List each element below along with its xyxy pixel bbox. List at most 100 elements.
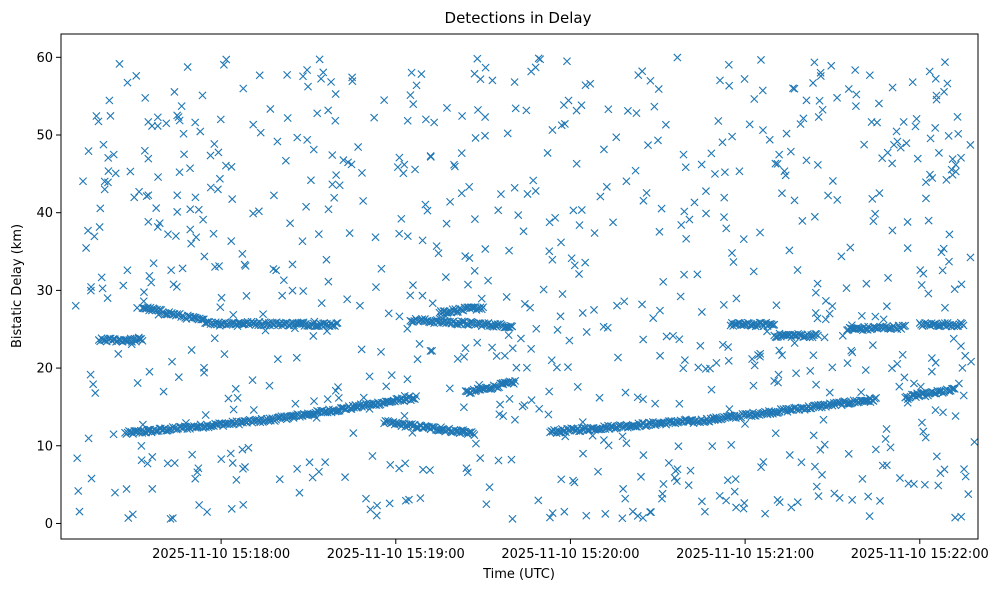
detection-marker	[308, 473, 317, 482]
detection-marker	[874, 99, 883, 108]
detection-marker	[931, 74, 940, 83]
detection-marker	[860, 140, 869, 149]
detection-marker	[172, 282, 181, 291]
detection-marker	[476, 454, 485, 463]
detection-marker	[175, 168, 184, 177]
detection-marker	[575, 221, 584, 230]
detection-marker	[621, 494, 630, 503]
detection-marker	[428, 346, 437, 355]
detection-marker	[883, 148, 892, 157]
detection-marker	[222, 55, 231, 64]
detection-marker	[453, 354, 462, 363]
detection-marker	[596, 192, 605, 201]
detection-marker	[317, 74, 326, 83]
detection-marker	[377, 347, 385, 356]
detection-marker	[606, 422, 615, 431]
detection-marker	[427, 422, 436, 431]
detection-marker	[679, 364, 688, 373]
detection-marker	[461, 387, 470, 396]
detection-marker	[359, 196, 368, 205]
detection-marker	[465, 182, 474, 191]
detection-marker	[516, 334, 525, 343]
detection-marker	[724, 356, 733, 365]
detection-marker	[144, 154, 153, 163]
detection-marker	[813, 279, 822, 288]
detection-marker	[722, 496, 731, 505]
detection-marker	[385, 499, 394, 508]
detection-marker	[718, 138, 727, 147]
detection-marker	[154, 310, 163, 319]
detection-marker	[599, 145, 608, 154]
detection-marker	[902, 139, 911, 148]
detection-marker	[448, 305, 457, 314]
detection-marker	[173, 191, 182, 200]
detection-marker	[846, 243, 855, 252]
detection-marker	[789, 84, 798, 93]
detection-marker	[406, 291, 415, 300]
detection-marker	[526, 303, 535, 312]
detection-marker	[94, 117, 103, 126]
detection-marker	[871, 445, 880, 454]
detection-marker	[286, 219, 295, 228]
detection-marker	[179, 129, 188, 138]
detection-marker	[87, 474, 96, 483]
detection-marker	[446, 197, 455, 206]
detection-marker	[725, 81, 734, 90]
detection-marker	[659, 277, 668, 286]
detection-marker	[216, 115, 225, 124]
detection-marker	[123, 266, 132, 275]
detection-marker	[389, 418, 398, 427]
detection-marker	[816, 68, 825, 77]
x-tick-label: 2025-11-10 15:20:00	[501, 547, 639, 562]
detection-marker	[459, 403, 468, 412]
detection-marker	[114, 349, 123, 358]
detection-marker	[200, 252, 209, 261]
detection-marker	[384, 309, 393, 318]
detection-marker	[740, 499, 749, 508]
detection-marker	[365, 404, 374, 413]
detection-marker	[137, 456, 146, 465]
detection-marker	[851, 66, 860, 75]
detection-marker	[191, 474, 200, 483]
detection-marker	[797, 458, 806, 467]
detection-marker	[921, 433, 930, 442]
detection-marker	[664, 458, 673, 467]
detection-marker	[898, 350, 907, 359]
detection-marker	[843, 359, 852, 368]
detection-marker	[586, 79, 595, 88]
detection-marker	[395, 464, 404, 473]
detection-marker	[868, 194, 877, 203]
detection-marker	[502, 292, 511, 301]
detection-marker	[806, 366, 815, 375]
detection-marker	[572, 106, 581, 115]
detection-marker	[319, 68, 328, 77]
detection-marker	[323, 395, 332, 404]
detection-marker	[888, 83, 897, 92]
detection-marker	[720, 213, 729, 222]
detection-marker	[227, 237, 236, 246]
detection-marker	[547, 356, 556, 365]
detection-marker	[332, 171, 341, 180]
detection-marker	[786, 405, 795, 414]
detection-marker	[273, 137, 282, 146]
detection-marker	[821, 296, 830, 305]
detection-marker	[908, 78, 917, 87]
detection-marker	[145, 271, 154, 280]
detection-marker	[365, 372, 374, 381]
detection-marker	[86, 286, 95, 295]
detection-marker	[912, 114, 921, 123]
detection-marker	[137, 441, 146, 450]
detection-marker	[785, 246, 794, 255]
detection-marker	[357, 345, 366, 354]
detection-marker	[417, 70, 426, 79]
y-tick-label: 20	[36, 362, 53, 377]
y-axis-title: Bistatic Delay (km)	[10, 224, 25, 348]
detection-marker	[400, 411, 409, 420]
detection-marker	[811, 309, 820, 318]
detection-marker	[371, 233, 380, 242]
detection-marker	[134, 333, 143, 342]
detection-marker	[317, 299, 326, 308]
detection-marker	[231, 384, 240, 393]
detection-marker	[415, 339, 424, 348]
detection-marker	[239, 500, 248, 509]
